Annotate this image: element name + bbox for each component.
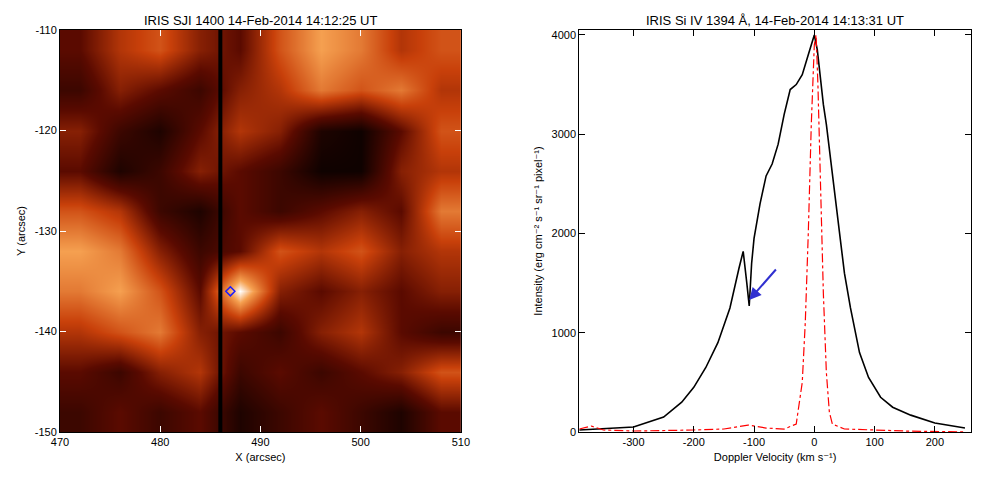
svg-text:480: 480 — [151, 436, 169, 448]
svg-text:470: 470 — [51, 436, 69, 448]
svg-text:X (arcsec): X (arcsec) — [235, 451, 285, 463]
svg-text:-140: -140 — [35, 325, 57, 337]
svg-text:0: 0 — [570, 426, 576, 438]
svg-text:IRIS SJI 1400 14-Feb-2014 14:1: IRIS SJI 1400 14-Feb-2014 14:12:25 UT — [144, 13, 377, 28]
svg-text:-200: -200 — [683, 436, 705, 448]
svg-text:100: 100 — [865, 436, 883, 448]
svg-text:Y (arcsec): Y (arcsec) — [15, 206, 27, 256]
svg-text:-130: -130 — [35, 225, 57, 237]
svg-text:0: 0 — [811, 436, 817, 448]
svg-text:Intensity (erg cm⁻² s⁻¹ sr⁻¹ p: Intensity (erg cm⁻² s⁻¹ sr⁻¹ pixel⁻¹) — [532, 146, 544, 315]
svg-text:200: 200 — [926, 436, 944, 448]
svg-text:-300: -300 — [622, 436, 644, 448]
svg-text:500: 500 — [351, 436, 369, 448]
svg-text:2000: 2000 — [552, 227, 576, 239]
svg-text:IRIS Si IV 1394 Å, 14-Feb-2014: IRIS Si IV 1394 Å, 14-Feb-2014 14:13:31 … — [646, 13, 904, 28]
svg-text:-100: -100 — [743, 436, 765, 448]
svg-text:-110: -110 — [36, 24, 57, 36]
svg-text:1000: 1000 — [552, 327, 576, 339]
svg-text:-150: -150 — [35, 426, 57, 438]
svg-text:510: 510 — [452, 436, 470, 448]
svg-text:4000: 4000 — [552, 29, 576, 41]
svg-text:3000: 3000 — [552, 128, 576, 140]
svg-text:-120: -120 — [35, 124, 57, 136]
svg-text:490: 490 — [251, 436, 269, 448]
svg-text:Doppler Velocity (km s⁻¹): Doppler Velocity (km s⁻¹) — [714, 451, 837, 463]
